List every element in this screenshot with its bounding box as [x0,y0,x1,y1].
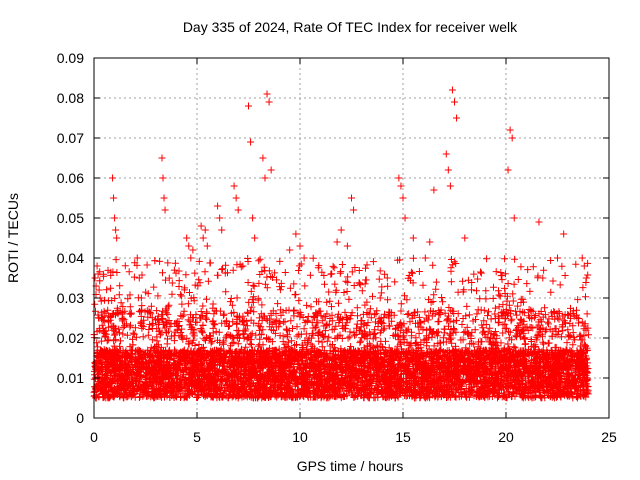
x-axis-label: GPS time / hours [297,458,404,474]
roti-point [261,174,269,182]
roti-point [199,234,207,242]
y-axis-label: ROTI / TECUs [5,193,21,283]
roti-point [251,234,259,242]
roti-point [185,242,193,250]
roti-point [112,226,120,234]
roti-point [397,182,405,190]
roti-point [93,262,101,270]
roti-point [110,194,118,202]
roti-point [111,214,119,222]
roti-point [286,246,294,254]
roti-point [259,154,267,162]
roti-point [399,194,407,202]
y-tick-label: 0.07 [57,130,84,146]
roti-point [333,238,341,246]
roti-point [453,114,461,122]
y-tick-label: 0 [76,410,84,426]
roti-point [95,286,103,294]
x-tick-label: 10 [292,429,308,445]
x-axis-ticks: 0 5 10 15 20 25 [90,58,617,445]
y-tick-label: 0.04 [57,250,84,266]
roti-point [245,102,252,110]
roti-point [232,194,240,202]
roti-point [201,226,209,234]
roti-point [230,182,238,190]
roti-point [159,174,167,182]
roti-point [348,194,355,202]
roti-point [451,98,458,106]
roti-point [218,226,226,234]
roti-point [448,86,456,94]
roti-point [161,206,169,214]
roti-point [580,262,588,270]
y-axis-ticks: 0 0.01 0.02 0.03 0.04 0.05 0.06 0.07 0.08 0.09 [57,50,609,426]
x-tick-label: 20 [498,429,514,445]
roti-point [183,234,191,242]
roti-point [535,218,543,226]
roti-point [401,214,409,222]
roti-point [214,202,222,210]
roti-point [504,166,512,174]
y-tick-label: 0.02 [57,330,84,346]
roti-point [510,214,518,222]
roti-point [189,246,197,254]
roti-point [216,214,224,222]
roti-point [444,166,452,174]
roti-point [267,166,275,174]
x-tick-label: 5 [193,429,201,445]
x-tick-label: 0 [90,429,98,445]
roti-point [94,270,102,278]
roti-point [442,150,450,158]
roti-point [203,242,211,250]
roti-point [508,134,516,142]
roti-point [300,254,308,262]
x-tick-label: 15 [395,429,411,445]
roti-point [554,254,561,262]
roti-point [187,254,195,262]
roti-point [234,206,242,214]
y-tick-label: 0.06 [57,170,84,186]
roti-point [133,254,141,262]
roti-point [113,234,121,242]
roti-point [426,238,434,246]
roti-point [343,242,351,250]
roti-point [430,186,438,194]
roti-point [197,222,205,230]
roti-point [337,226,345,234]
roti-point [350,206,358,214]
roti-point [91,274,99,282]
roti-point [409,234,417,242]
roti-point [461,234,469,242]
roti-point [506,126,514,134]
roti-point [135,274,143,282]
roti-point-cloud [90,254,592,402]
y-tick-label: 0.01 [57,370,84,386]
roti-point [263,90,271,98]
roti-point [265,98,273,106]
y-tick-label: 0.08 [57,90,84,106]
roti-point [296,242,304,250]
plot-frame [93,57,610,419]
roti-point [578,254,586,262]
x-tick-label: 25 [601,429,617,445]
roti-point [249,214,257,222]
y-tick-label: 0.05 [57,210,84,226]
y-tick-label: 0.09 [57,50,84,66]
chart-title: Day 335 of 2024, Rate Of TEC Index for r… [183,19,518,35]
roti-point [109,174,117,182]
data-points [90,86,592,402]
roti-point [247,138,255,146]
roti-point [292,230,300,238]
roti-point [158,154,166,162]
roti-point [446,182,454,190]
roti-point [560,230,568,238]
roti-point [582,274,590,282]
roti-point [395,174,403,182]
roti-point [160,194,168,202]
roti-point [137,294,145,302]
y-tick-label: 0.03 [57,290,84,306]
